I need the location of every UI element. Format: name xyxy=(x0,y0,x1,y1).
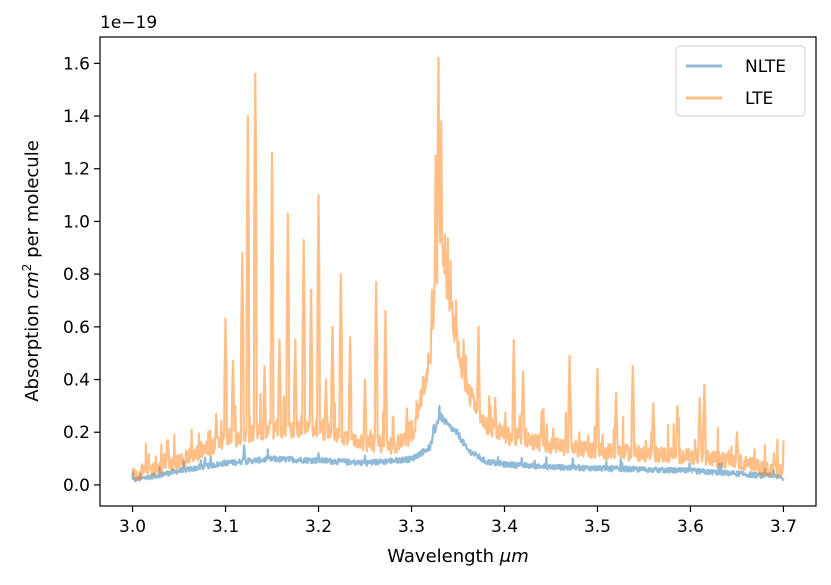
x-axis: 3.0 3.1 3.2 3.3 3.4 3.5 3.6 3.7 xyxy=(119,506,797,537)
y-tick-label: 0.4 xyxy=(63,371,90,391)
series-layer xyxy=(131,57,785,483)
y-offset-label: 1e−19 xyxy=(100,13,157,33)
plot-frame xyxy=(99,36,817,507)
x-tick-label: 3.3 xyxy=(398,517,425,537)
y-axis-title: Absorption cm2 per molecule xyxy=(20,140,43,402)
x-axis-unit: μm xyxy=(499,546,529,567)
legend-label-nlte: NLTE xyxy=(745,57,786,77)
series-line-nlte xyxy=(131,404,785,483)
y-axis-unit: cm xyxy=(22,271,43,298)
x-tick-label: 3.5 xyxy=(584,517,611,537)
series-line-lte xyxy=(131,57,785,482)
y-tick-label: 0.8 xyxy=(63,265,90,285)
y-axis-title-text: Absorption xyxy=(22,304,43,401)
legend: NLTE LTE xyxy=(675,45,806,117)
y-tick-label: 1.4 xyxy=(63,107,90,127)
y-axis-unit-exponent: 2 xyxy=(20,264,34,272)
y-axis: 0.0 0.2 0.4 0.6 0.8 1.0 1.2 1.4 1.6 xyxy=(63,54,100,496)
x-tick-label: 3.7 xyxy=(770,517,797,537)
x-tick-label: 3.4 xyxy=(491,517,518,537)
y-tick-label: 0.2 xyxy=(63,423,90,443)
x-tick-label: 3.6 xyxy=(677,517,704,537)
y-tick-label: 0.0 xyxy=(63,476,90,496)
x-axis-title-text: Wavelength xyxy=(387,546,494,567)
y-axis-title-suffix: per molecule xyxy=(22,140,43,258)
y-tick-label: 1.2 xyxy=(63,160,90,180)
y-tick-label: 1.6 xyxy=(63,54,90,74)
x-tick-label: 3.0 xyxy=(119,517,146,537)
y-tick-label: 0.6 xyxy=(63,318,90,338)
legend-label-lte: LTE xyxy=(745,89,773,109)
y-tick-label: 1.0 xyxy=(63,212,90,232)
x-axis-title: Wavelength μm xyxy=(387,546,529,567)
x-tick-label: 3.1 xyxy=(212,517,239,537)
x-tick-label: 3.2 xyxy=(305,517,332,537)
